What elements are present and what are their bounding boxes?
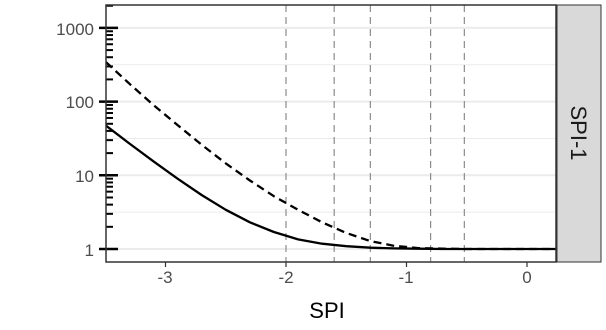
x-axis-title: SPI xyxy=(309,298,344,323)
y-tick-label: 10 xyxy=(75,167,94,186)
y-tick-label: 1 xyxy=(85,241,94,260)
panel-border xyxy=(105,4,557,263)
strip-background xyxy=(556,4,602,263)
x-tick-label: -3 xyxy=(157,268,172,287)
x-tick-label: -2 xyxy=(278,268,293,287)
series-line-dashed xyxy=(106,60,556,251)
y-tick-label: 100 xyxy=(66,93,94,112)
x-tick-label: -1 xyxy=(398,268,413,287)
x-tick-label: 0 xyxy=(522,268,531,287)
x-axis: -3 -2 -1 0 xyxy=(157,268,531,287)
y-axis: 1 10 100 1000 xyxy=(56,20,94,260)
panel-background xyxy=(106,5,556,262)
y-tick-label: 1000 xyxy=(56,20,94,39)
strip-label: SPI-1 xyxy=(566,105,591,160)
plot-panel xyxy=(99,4,557,267)
facet-strip: SPI-1 xyxy=(556,4,602,263)
